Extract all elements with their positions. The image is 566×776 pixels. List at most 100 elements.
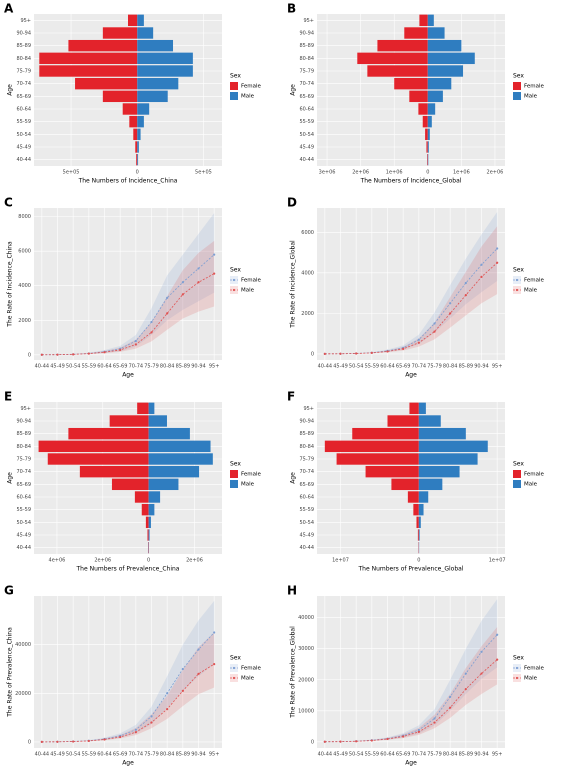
bar bbox=[137, 39, 174, 52]
y-tick-label: 45-49 bbox=[16, 145, 31, 151]
y-tick-label: 70-74 bbox=[16, 81, 31, 87]
x-tick-label: 90-94 bbox=[191, 752, 206, 758]
x-tick-label: 50-54 bbox=[66, 364, 81, 370]
confidence-band bbox=[324, 599, 498, 742]
plot-background bbox=[34, 596, 222, 748]
bar bbox=[391, 478, 419, 491]
bar bbox=[148, 465, 200, 478]
point bbox=[433, 717, 436, 720]
point bbox=[496, 247, 499, 250]
y-tick-label: 75-79 bbox=[16, 69, 31, 75]
x-tick-label: 95+ bbox=[209, 752, 220, 758]
point bbox=[213, 631, 216, 634]
x-tick-label: 70-74 bbox=[412, 752, 427, 758]
y-tick-label: 90-94 bbox=[299, 419, 314, 425]
x-tick-label: 0 bbox=[426, 170, 429, 176]
bar bbox=[418, 478, 443, 491]
point bbox=[339, 352, 342, 355]
bar bbox=[336, 453, 419, 465]
y-tick-label: 55-59 bbox=[16, 507, 31, 513]
y-tick-label: 95+ bbox=[20, 406, 31, 412]
y-tick-label: 60-64 bbox=[16, 495, 31, 501]
y-tick-label: 70-74 bbox=[299, 469, 314, 475]
bar bbox=[128, 14, 138, 27]
x-tick-label: 40-44 bbox=[35, 364, 50, 370]
point bbox=[87, 739, 90, 743]
bar bbox=[148, 440, 211, 453]
point bbox=[433, 322, 436, 325]
x-tick-label: 75-79 bbox=[427, 752, 442, 758]
point bbox=[355, 352, 358, 355]
y-tick-label: 95+ bbox=[303, 18, 314, 24]
point bbox=[449, 706, 452, 709]
bar bbox=[418, 516, 421, 529]
x-tick-label: 85-89 bbox=[459, 364, 474, 370]
legend-label: Male bbox=[241, 94, 255, 100]
legend-label: Female bbox=[524, 666, 545, 672]
point bbox=[134, 728, 137, 731]
point bbox=[213, 253, 216, 256]
bar bbox=[413, 503, 419, 516]
y-tick-label: 65-69 bbox=[299, 94, 314, 100]
y-tick-label: 70-74 bbox=[299, 81, 314, 87]
x-tick-label: 65-69 bbox=[113, 752, 128, 758]
y-tick-label: 80-84 bbox=[16, 444, 31, 450]
bar bbox=[148, 516, 151, 529]
point bbox=[134, 343, 137, 346]
bar bbox=[427, 103, 436, 115]
point bbox=[150, 715, 153, 718]
bar bbox=[102, 27, 138, 39]
legend-title: Sex bbox=[513, 73, 524, 80]
x-tick-label: 60-64 bbox=[380, 752, 395, 758]
legend-label: Male bbox=[524, 482, 538, 488]
y-tick-label: 70-74 bbox=[16, 469, 31, 475]
y-tick-label: 50-54 bbox=[299, 520, 314, 526]
point bbox=[464, 672, 467, 675]
y-tick-label: 0 bbox=[28, 739, 31, 745]
y-tick-label: 90-94 bbox=[299, 31, 314, 37]
x-tick-label: 5e+05 bbox=[195, 170, 212, 176]
x-tick-label: 55-59 bbox=[82, 752, 97, 758]
x-tick-label: 80-84 bbox=[443, 364, 458, 370]
point bbox=[496, 261, 499, 264]
plot-background bbox=[317, 208, 505, 360]
bar bbox=[418, 453, 478, 465]
y-tick-label: 85-89 bbox=[16, 431, 31, 437]
confidence-band bbox=[324, 226, 498, 354]
bar bbox=[357, 52, 428, 65]
bar bbox=[39, 65, 138, 77]
x-tick-label: 75-79 bbox=[144, 364, 159, 370]
y-tick-label: 65-69 bbox=[16, 482, 31, 488]
bar bbox=[422, 115, 428, 128]
y-tick-label: 75-79 bbox=[299, 69, 314, 75]
bar bbox=[148, 415, 167, 427]
y-axis-title: Age bbox=[290, 472, 297, 484]
confidence-band bbox=[41, 632, 215, 742]
x-tick-label: 45-49 bbox=[50, 752, 65, 758]
bar bbox=[377, 39, 428, 52]
legend-key-point bbox=[515, 676, 519, 680]
point bbox=[119, 735, 122, 739]
bar bbox=[68, 427, 149, 440]
legend-title: Sex bbox=[230, 73, 241, 80]
point bbox=[103, 738, 106, 741]
legend-key bbox=[513, 82, 521, 90]
point bbox=[417, 341, 420, 344]
x-axis-title: The Numbers of Incidence_Global bbox=[360, 178, 462, 185]
x-tick-label: 1e+07 bbox=[332, 558, 349, 564]
confidence-band bbox=[41, 600, 215, 742]
x-tick-label: 55-59 bbox=[365, 752, 380, 758]
plot-background bbox=[34, 208, 222, 360]
bar bbox=[409, 90, 428, 103]
point bbox=[402, 735, 405, 738]
point bbox=[417, 338, 420, 341]
point bbox=[181, 293, 184, 296]
bar bbox=[148, 453, 213, 465]
bar bbox=[419, 14, 428, 27]
bar bbox=[409, 402, 419, 415]
bar bbox=[109, 415, 149, 427]
y-tick-label: 60-64 bbox=[16, 107, 31, 113]
bar bbox=[418, 402, 426, 415]
point bbox=[87, 352, 90, 355]
bar bbox=[426, 141, 428, 153]
